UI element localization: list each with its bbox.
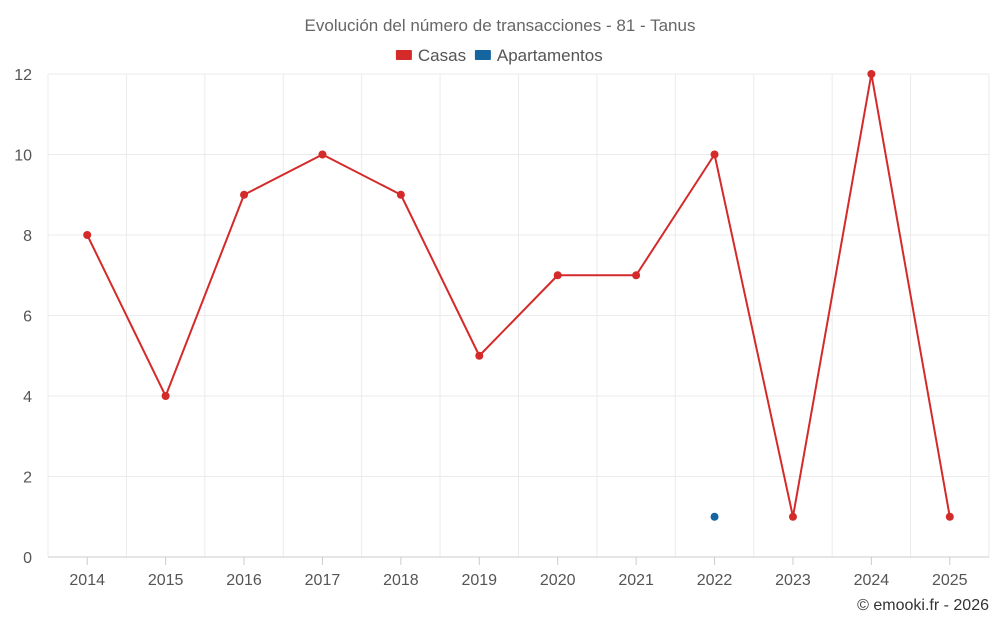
- data-point: [83, 231, 92, 239]
- data-point: [710, 150, 719, 159]
- x-tick-label: 2019: [461, 572, 497, 589]
- y-tick-label: 0: [23, 550, 32, 567]
- series-layer: [83, 70, 954, 521]
- series-line-0: [86, 73, 951, 518]
- y-tick-label: 12: [14, 67, 32, 84]
- chart-title: Evolución del número de transacciones - …: [305, 16, 696, 35]
- x-tick-label: 2014: [69, 572, 105, 589]
- data-point: [945, 512, 954, 521]
- y-tick-label: 10: [14, 148, 32, 165]
- legend-label: Apartamentos: [497, 46, 603, 65]
- data-point: [318, 150, 327, 159]
- y-tick-label: 6: [23, 309, 32, 326]
- data-point: [161, 392, 170, 400]
- y-tick-label: 8: [23, 228, 32, 245]
- data-point: [788, 512, 797, 521]
- x-tick-label: 2021: [618, 572, 654, 589]
- x-tick-label: 2017: [305, 572, 341, 589]
- data-point: [396, 190, 405, 199]
- data-point: [240, 190, 249, 199]
- data-point: [867, 70, 876, 78]
- x-tick-label: 2023: [775, 572, 811, 589]
- credit-text: © emooki.fr - 2026: [857, 597, 989, 614]
- axes: 0 2 4 6 8 10 12 2014 2015 2016 2017 2018 2019 2020 202…: [14, 67, 989, 589]
- x-tick-label: 2018: [383, 572, 419, 589]
- legend-swatch: [395, 50, 412, 60]
- legend-label: Casas: [418, 46, 466, 65]
- x-tick-label: 2025: [932, 572, 968, 589]
- x-tick-label: 2020: [540, 572, 576, 589]
- data-point: [475, 351, 484, 360]
- x-tick-label: 2024: [854, 572, 890, 589]
- x-tick-label: 2015: [148, 572, 184, 589]
- data-point: [632, 271, 641, 280]
- x-tick-label: 2022: [697, 572, 733, 589]
- y-tick-label: 4: [23, 389, 32, 406]
- legend-swatch: [474, 50, 491, 60]
- x-tick-label: 2016: [226, 572, 262, 589]
- data-point: [710, 512, 719, 521]
- y-tick-label: 2: [23, 470, 32, 487]
- data-point: [553, 271, 562, 280]
- legend: Casas Apartamentos: [395, 46, 603, 65]
